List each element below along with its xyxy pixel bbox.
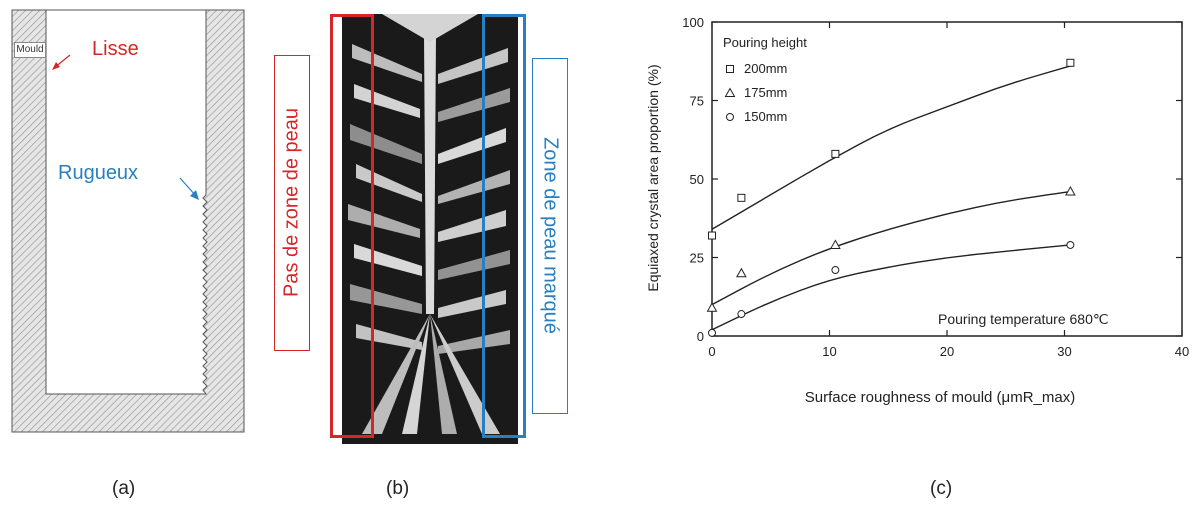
x-tick-label: 40: [1175, 344, 1189, 359]
y-tick-label: 50: [690, 172, 704, 187]
skin-zone-box: Zone de peau marqué: [532, 58, 568, 414]
y-tick-label: 100: [682, 15, 704, 30]
columnar-grains: [348, 14, 510, 434]
legend-title: Pouring height: [723, 35, 807, 50]
data-point-200mm: [737, 193, 746, 202]
panel-b-ingot-macrograph: Pas de zone de peau: [260, 0, 590, 505]
legend: Pouring height 200mm 175mm 150mm: [723, 35, 807, 124]
mould-cavity: [45, 9, 208, 395]
fit-curve-175mm: [711, 190, 1071, 306]
no-skin-zone-box: Pas de zone de peau: [274, 55, 310, 351]
data-point-175mm: [830, 239, 841, 249]
roughness-chart: Equiaxed crystal area proportion (%) Sur…: [645, 15, 1189, 406]
smooth-arrowhead: [52, 62, 60, 70]
x-tick-label: 10: [822, 344, 836, 359]
no-skin-zone-label: Pas de zone de peau: [280, 107, 303, 298]
y-tick-label: 25: [690, 251, 704, 266]
data-point-200mm: [708, 231, 716, 240]
panel-c-chart: Equiaxed crystal area proportion (%) Sur…: [620, 0, 1196, 505]
data-point-150mm: [708, 328, 716, 337]
x-tick-label: 20: [940, 344, 954, 359]
plot-area: 0 10 20 30 40 0 25 50 75 100: [682, 15, 1189, 359]
legend-label-150mm: 150mm: [744, 109, 787, 124]
right-edge-highlight: [482, 14, 526, 438]
y-tick-label: 0: [697, 329, 704, 344]
caption-b: (b): [386, 478, 410, 499]
rough-arrowhead: [190, 190, 199, 200]
rough-surface-label: Rugueux: [58, 162, 139, 184]
fit-curve-150mm: [711, 244, 1071, 331]
data-point-150mm: [831, 266, 840, 275]
data-point-175mm: [1065, 186, 1076, 196]
legend-marker-175mm: [724, 87, 736, 97]
caption-a: (a): [112, 478, 136, 499]
data-point-150mm: [1066, 240, 1075, 249]
y-axis-label: Equiaxed crystal area proportion (%): [645, 64, 661, 291]
smooth-surface-label: Lisse: [92, 38, 139, 60]
x-axis-label: Surface roughness of mould (μmR_max): [805, 389, 1075, 406]
x-tick-label: 0: [708, 344, 715, 359]
data-point-150mm: [737, 310, 746, 319]
legend-label-200mm: 200mm: [744, 61, 787, 76]
legend-marker-150mm: [726, 113, 734, 121]
mould-cross-section: [11, 9, 245, 433]
data-point-175mm: [736, 267, 747, 278]
pouring-temperature-annotation: Pouring temperature 680℃: [938, 311, 1109, 327]
data-point-200mm: [1066, 58, 1075, 67]
legend-label-175mm: 175mm: [744, 85, 787, 100]
data-point-175mm: [706, 302, 718, 312]
skin-zone-label: Zone de peau marqué: [539, 137, 562, 334]
panel-a-mould-diagram: Mould Lisse Rugueux (a): [0, 0, 260, 505]
data-point-200mm: [831, 149, 840, 158]
left-edge-highlight: [330, 14, 374, 438]
fit-curve-200mm: [711, 65, 1071, 230]
y-tick-label: 75: [690, 94, 704, 109]
x-tick-label: 30: [1057, 344, 1071, 359]
caption-c: (c): [930, 478, 953, 499]
mould-label: Mould: [14, 42, 46, 58]
legend-marker-200mm: [726, 65, 734, 73]
